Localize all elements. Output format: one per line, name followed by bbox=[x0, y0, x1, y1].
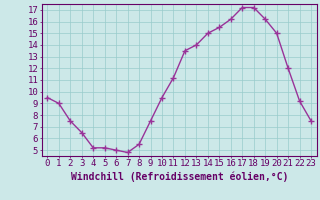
X-axis label: Windchill (Refroidissement éolien,°C): Windchill (Refroidissement éolien,°C) bbox=[70, 171, 288, 182]
